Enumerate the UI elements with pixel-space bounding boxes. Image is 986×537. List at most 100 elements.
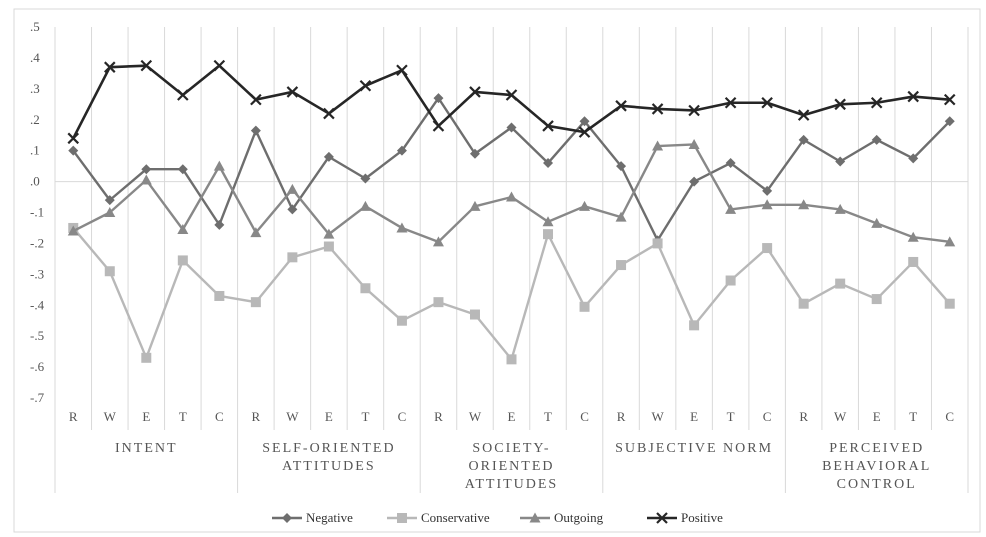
data-point <box>359 79 372 92</box>
data-point <box>323 107 335 120</box>
data-point <box>433 93 444 104</box>
data-point <box>250 125 261 136</box>
x-category-label: W <box>651 409 664 424</box>
series-outgoing <box>67 138 956 247</box>
x-category-label: C <box>398 409 407 424</box>
data-point <box>68 145 79 156</box>
data-point <box>396 222 408 233</box>
data-point <box>104 207 116 217</box>
data-point <box>724 96 737 109</box>
data-point <box>907 231 919 242</box>
data-point <box>616 260 627 271</box>
y-tick-label: .0 <box>30 174 40 189</box>
legend: Negative Conservative Outgoing Positive <box>272 510 723 525</box>
data-point <box>397 513 407 523</box>
data-point <box>141 164 152 175</box>
series-layer <box>67 59 956 365</box>
data-point <box>104 195 115 206</box>
data-point <box>798 298 809 309</box>
x-group-label: SELF-ORIENTED <box>262 441 395 456</box>
x-category-label: E <box>508 409 516 424</box>
x-category-label: C <box>945 409 954 424</box>
data-point <box>615 211 627 222</box>
data-point <box>871 294 882 305</box>
x-category-label: E <box>690 409 698 424</box>
data-point <box>762 185 773 196</box>
data-point <box>870 96 883 109</box>
data-point <box>944 116 955 127</box>
data-point <box>359 200 371 211</box>
data-point <box>543 229 554 240</box>
data-point <box>67 132 80 145</box>
data-point <box>834 98 846 111</box>
data-point <box>797 109 810 121</box>
y-axis-labels: .5 .4 .3 .2 .1 .0 -.1 -.2 -.3 -.4 -.5 -.6 -.7 <box>30 19 45 405</box>
x-category-label: W <box>834 409 847 424</box>
data-point <box>287 204 298 215</box>
x-category-label: T <box>727 409 735 424</box>
x-category-label: R <box>799 409 808 424</box>
data-point <box>871 134 882 145</box>
data-point <box>944 236 956 247</box>
data-point <box>432 120 445 132</box>
legend-item-conservative: Conservative <box>387 510 490 525</box>
series-negative <box>68 93 955 246</box>
data-point <box>323 241 334 252</box>
x-category-label: R <box>434 409 443 424</box>
data-point <box>542 120 554 132</box>
y-tick-label: .5 <box>30 19 40 34</box>
data-point <box>506 191 517 202</box>
legend-item-outgoing: Outgoing <box>520 510 604 525</box>
y-tick-label: .4 <box>30 50 40 65</box>
y-tick-label: .1 <box>30 143 40 158</box>
data-point <box>286 86 299 98</box>
y-tick-label: -.3 <box>30 266 44 281</box>
data-point <box>323 151 334 162</box>
y-tick-label: -.2 <box>30 235 44 250</box>
x-category-label: T <box>361 409 369 424</box>
y-tick-label: -.1 <box>30 205 44 220</box>
x-group-label: BEHAVIORAL <box>822 459 931 474</box>
data-point <box>506 354 517 365</box>
data-point <box>835 278 846 289</box>
x-category-label: C <box>763 409 772 424</box>
y-tick-label: -.5 <box>30 328 44 343</box>
data-point <box>725 275 736 286</box>
data-point <box>177 224 189 235</box>
data-point <box>360 283 371 294</box>
data-point <box>432 236 444 247</box>
data-point <box>506 122 517 133</box>
data-point <box>871 217 883 228</box>
data-point <box>250 93 262 106</box>
legend-item-positive: Positive <box>647 510 723 525</box>
x-category-label: E <box>325 409 333 424</box>
data-point <box>396 315 407 326</box>
data-point <box>396 64 408 77</box>
data-point <box>835 156 846 167</box>
data-point <box>469 148 480 159</box>
data-point <box>140 59 153 72</box>
data-point <box>834 203 846 214</box>
data-point <box>469 200 481 211</box>
y-tick-label: -.6 <box>30 359 45 374</box>
gridlines <box>54 27 969 493</box>
legend-item-negative: Negative <box>272 510 353 525</box>
x-group-label: INTENT <box>115 441 178 456</box>
data-point <box>433 297 444 308</box>
data-point <box>177 89 189 101</box>
data-point <box>250 297 261 308</box>
x-group-label: ATTITUDES <box>282 459 375 474</box>
x-category-label: W <box>469 409 482 424</box>
x-category-label: T <box>909 409 917 424</box>
data-point <box>725 203 737 214</box>
data-point <box>543 158 554 169</box>
data-point <box>323 228 335 239</box>
data-point <box>761 199 773 210</box>
chart-border <box>13 8 981 533</box>
y-tick-label: .2 <box>30 112 40 127</box>
x-group-label: PERCEIVED <box>829 441 924 456</box>
data-point <box>542 216 554 227</box>
x-group-labels: INTENT SELF-ORIENTED ATTITUDES SOCIETY- ORIE… <box>115 441 931 492</box>
x-category-label: E <box>873 409 881 424</box>
